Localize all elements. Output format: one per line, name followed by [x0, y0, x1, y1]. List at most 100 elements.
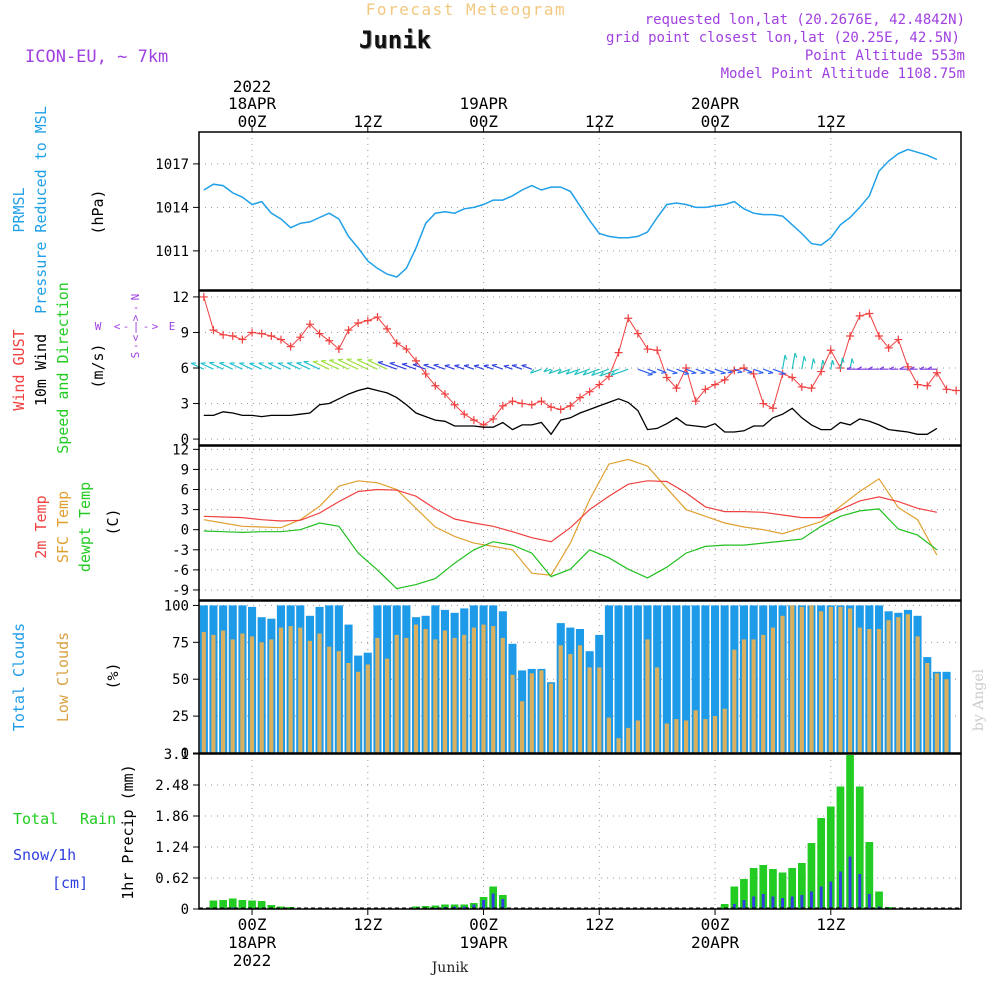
wind-direction-arrowhead [841, 357, 845, 363]
wind-direction-arrowhead [412, 363, 418, 366]
y-tick-label: 6 [181, 361, 189, 377]
wind-direction-arrowhead [491, 363, 497, 366]
pressure-msl-label: Pressure Reduced to MSL [32, 106, 50, 314]
compass-s: S [129, 352, 142, 359]
wind-direction-arrowhead [926, 366, 932, 370]
wind-direction-arrowhead [691, 372, 697, 375]
wind-direction-arrowhead [720, 372, 726, 375]
rain-bar [238, 900, 247, 909]
wind-direction-arrowhead [899, 366, 905, 370]
low-clouds-bar [346, 663, 351, 753]
low-clouds-bar [365, 664, 370, 753]
wind-direction-arrow [511, 364, 523, 370]
wind-gust-marker [884, 343, 893, 352]
low-clouds-bar [336, 651, 341, 753]
wind-gust-marker [894, 335, 903, 344]
wind-gust-marker [228, 332, 237, 341]
wind-direction-arrow [647, 368, 657, 373]
bottom-zulu-label: 00Z [238, 915, 267, 934]
wind-speed-line [203, 387, 938, 436]
wind-gust-marker [373, 313, 382, 322]
wind-direction-arrow [791, 352, 796, 370]
wind-direction-arrowhead [444, 364, 450, 367]
wind-gust-marker [286, 342, 295, 351]
wind-gust-marker [508, 397, 517, 406]
top-zulu-label: 00Z [701, 112, 730, 131]
snow-bar [829, 881, 833, 909]
wind-direction-arrow [454, 365, 465, 370]
low-clouds-bar [828, 606, 833, 753]
wind-direction-arrowhead [867, 366, 873, 370]
wind-gust-marker [354, 318, 363, 327]
clouds-panel: 0 25 50 75 100 [164, 598, 962, 762]
y-tick-label: 75 [172, 635, 189, 651]
low-clouds-bar [394, 634, 399, 753]
wind-direction-arrow [781, 354, 786, 370]
y-tick-label: 0 [181, 746, 189, 762]
snow-bar [462, 906, 466, 909]
wind-direction-arrow [599, 368, 619, 377]
low-clouds-bar [211, 634, 216, 753]
pressure-frame [198, 131, 962, 291]
wind-direction-arrow [239, 362, 253, 370]
low-clouds-bar [790, 605, 795, 753]
rain-bar [855, 786, 864, 909]
low-clouds-bar [712, 716, 718, 753]
sfc-temp-label: SFC Temp [54, 491, 72, 563]
low-clouds-bar [886, 620, 891, 753]
wind-gust-marker [421, 369, 430, 378]
low-clouds-bar [925, 663, 930, 753]
compass-dash-w: - [123, 320, 130, 333]
dewpt-temp-line [203, 508, 938, 590]
info-line-3: Point Altitude 553m [805, 48, 965, 64]
rain-bar [807, 843, 816, 909]
low-clouds-bar [732, 649, 737, 753]
wind-direction-arrow [229, 362, 243, 370]
y-tick-label: 1017 [155, 157, 189, 173]
y-tick-label: 50 [172, 672, 189, 688]
rain-bar [865, 842, 874, 909]
low-clouds-bar [491, 626, 496, 753]
temperature-panel: -9 -6 -3 0 3 6 9 12 [172, 442, 962, 601]
info-line-1: requested lon,lat (20.2676E, 42.4842N) [645, 12, 965, 28]
low-clouds-bar [577, 645, 583, 753]
wind-gust-marker [363, 316, 372, 325]
wind-direction-arrow [521, 364, 532, 370]
wind-gust-marker [527, 400, 536, 409]
wind-direction-arrow [401, 363, 417, 370]
wind-direction-arrowhead [423, 363, 429, 366]
rain-bar [798, 863, 806, 909]
wind-gust-marker [440, 390, 449, 399]
wind-panel: 0 3 6 9 12 [172, 290, 962, 448]
low-clouds-bar [838, 606, 843, 753]
total-clouds-bar [614, 605, 623, 753]
total-clouds-bar [682, 605, 691, 753]
snow-bar [501, 899, 505, 909]
snow-bar [839, 871, 842, 909]
wind-direction-arrow [772, 368, 786, 375]
wind-gust-marker [585, 387, 594, 396]
low-clouds-bar [269, 639, 274, 753]
model-label: ICON-EU, ~ 7km [25, 47, 168, 67]
bottom-date-label: 19APR [459, 933, 508, 952]
low-clouds-bar [809, 605, 814, 753]
compass-gt: > [152, 320, 159, 333]
wind-direction-arrow [190, 362, 205, 370]
compass-lt: < [114, 320, 121, 333]
wind-gust-marker [219, 330, 228, 339]
low-clouds-bar [722, 708, 727, 753]
y-tick-label: 2.48 [155, 778, 189, 794]
wind-direction-arrow [312, 361, 330, 370]
rain-bar [720, 904, 729, 909]
snow-bar [810, 891, 813, 909]
wind-gust-marker [855, 311, 864, 320]
low-clouds-bar [799, 606, 804, 753]
low-clouds-bar [385, 658, 390, 753]
wind-gust-marker [344, 326, 353, 335]
low-clouds-bar [539, 670, 544, 753]
rain-bar [788, 868, 796, 909]
wind-direction-arrowhead [747, 371, 753, 374]
wind-gust-marker [865, 309, 874, 318]
low-clouds-bar [626, 727, 631, 753]
wind-gust-marker [952, 386, 961, 395]
